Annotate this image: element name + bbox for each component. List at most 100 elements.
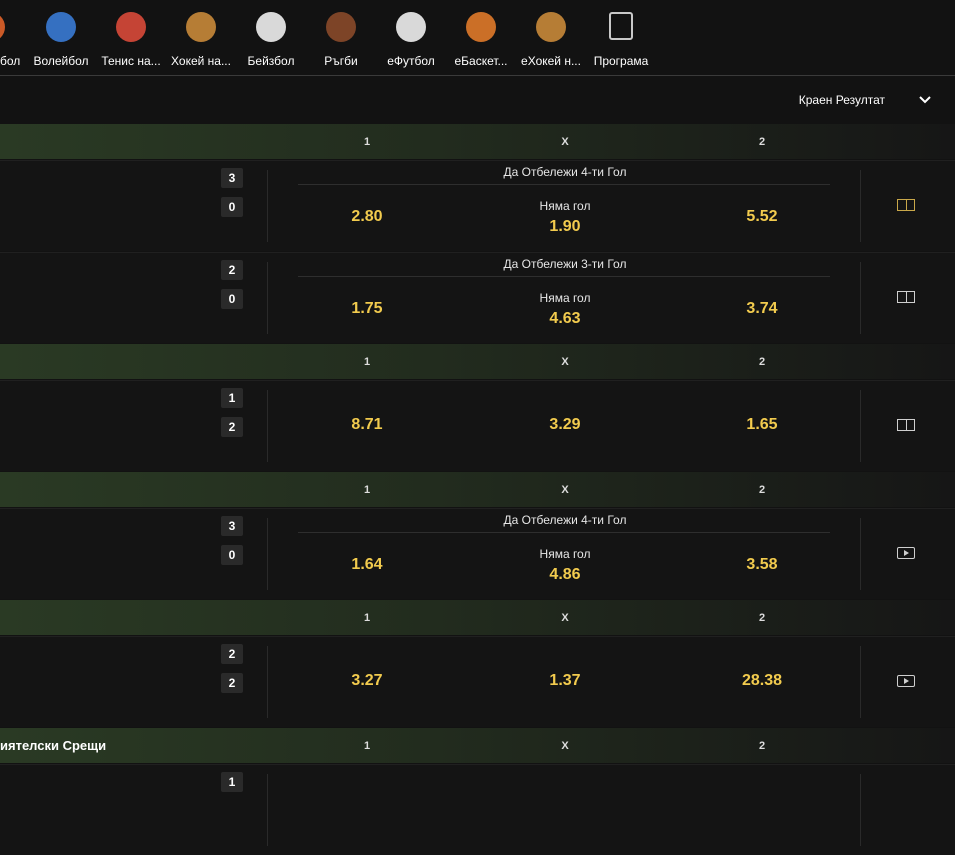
media-icon[interactable] (897, 547, 915, 559)
market-line (298, 532, 830, 533)
draw-label: Няма гол (539, 547, 591, 561)
section-header (0, 344, 955, 379)
market-line (298, 184, 830, 185)
odd[interactable]: 8.71 (351, 416, 383, 433)
odd[interactable]: 3.58 (746, 556, 778, 573)
nav-icon[interactable] (0, 12, 5, 42)
odd[interactable]: 1.37 (549, 672, 581, 689)
media-icon[interactable] (897, 291, 915, 303)
odd[interactable]: 1.64 (351, 556, 383, 573)
nav-icon[interactable] (116, 12, 146, 42)
column-label: 2 (758, 136, 766, 148)
event-row (0, 160, 955, 251)
event-row (0, 764, 955, 855)
nav-label[interactable]: Хокей на... (171, 54, 231, 68)
market-title: Да Отбележи 4-ти Гол (503, 165, 627, 179)
column-label: 1 (363, 484, 371, 496)
nav-label[interactable]: Волейбол (33, 54, 89, 68)
nav-icon[interactable] (396, 12, 426, 42)
column-label: 1 (363, 356, 371, 368)
column-label: X (561, 356, 569, 368)
draw-label: Няма гол (539, 199, 591, 213)
odd[interactable]: 1.75 (351, 300, 383, 317)
nav-icon[interactable] (326, 12, 356, 42)
nav-icon[interactable] (536, 12, 566, 42)
odd[interactable]: 5.52 (746, 208, 778, 225)
column-label: X (561, 612, 569, 624)
odd[interactable]: 3.27 (351, 672, 383, 689)
nav-divider (0, 75, 955, 76)
score: 0 (221, 289, 243, 309)
market-line (298, 276, 830, 277)
page: Краен Резултат (() => { const data = JSO… (0, 12, 955, 846)
separator (860, 518, 861, 590)
section-header (0, 472, 955, 507)
event-row (0, 380, 955, 471)
score: 2 (221, 673, 243, 693)
nav-icon[interactable] (186, 12, 216, 42)
column-label: 2 (758, 484, 766, 496)
column-label: 1 (363, 740, 371, 752)
nav-label[interactable]: Тенис на... (101, 54, 161, 68)
media-icon[interactable] (897, 199, 915, 211)
nav-label[interactable]: Бейзбол (247, 54, 295, 68)
separator (267, 262, 268, 334)
draw-label: Няма гол (539, 291, 591, 305)
nav-icon[interactable] (46, 12, 76, 42)
nav-label[interactable]: бол (0, 54, 21, 68)
nav-icon[interactable] (256, 12, 286, 42)
separator (267, 518, 268, 590)
nav-label[interactable]: еБаскет... (454, 54, 508, 68)
separator (267, 646, 268, 718)
score: 2 (221, 417, 243, 437)
nav-icon[interactable] (466, 12, 496, 42)
nav-label[interactable]: еФутбол (387, 54, 435, 68)
column-label: 1 (363, 612, 371, 624)
score: 3 (221, 516, 243, 536)
nav-label[interactable]: Ръгби (324, 54, 358, 68)
odd[interactable]: 4.63 (549, 310, 581, 327)
odd[interactable]: 1.65 (746, 416, 778, 433)
column-label: 2 (758, 612, 766, 624)
chevron[interactable] (918, 94, 932, 106)
column-label: 2 (758, 356, 766, 368)
column-label: X (561, 484, 569, 496)
section-header (0, 728, 955, 763)
column-label: 2 (758, 740, 766, 752)
column-label: X (561, 740, 569, 752)
event-row (0, 636, 955, 727)
score: 0 (221, 545, 243, 565)
separator (267, 390, 268, 462)
separator (860, 646, 861, 718)
separator (860, 390, 861, 462)
market-title: Да Отбележи 4-ти Гол (503, 513, 627, 527)
nav-icon[interactable] (609, 12, 633, 40)
separator (860, 774, 861, 846)
score: 3 (221, 168, 243, 188)
column-label: X (561, 136, 569, 148)
odd[interactable]: 1.90 (549, 218, 581, 235)
section-header (0, 600, 955, 635)
score: 2 (221, 260, 243, 280)
nav-label[interactable]: еХокей н... (521, 54, 581, 68)
nav-label[interactable]: Програма (593, 54, 649, 68)
odd[interactable]: 3.74 (746, 300, 778, 317)
score: 0 (221, 197, 243, 217)
odd[interactable]: 4.86 (549, 566, 581, 583)
score: 1 (221, 772, 243, 792)
event-row (0, 252, 955, 343)
section-header (0, 124, 955, 159)
event-row (0, 508, 955, 599)
media-icon[interactable] (897, 675, 915, 687)
media-icon[interactable] (897, 419, 915, 431)
market-title: Да Отбележи 3-ти Гол (503, 257, 627, 271)
score: 2 (221, 644, 243, 664)
odd[interactable]: 2.80 (351, 208, 383, 225)
odd[interactable]: 28.38 (741, 672, 783, 689)
separator (860, 262, 861, 334)
market-selector[interactable]: Краен Резултат (798, 93, 885, 107)
separator (267, 170, 268, 242)
odd[interactable]: 3.29 (549, 416, 581, 433)
separator (860, 170, 861, 242)
score: 1 (221, 388, 243, 408)
